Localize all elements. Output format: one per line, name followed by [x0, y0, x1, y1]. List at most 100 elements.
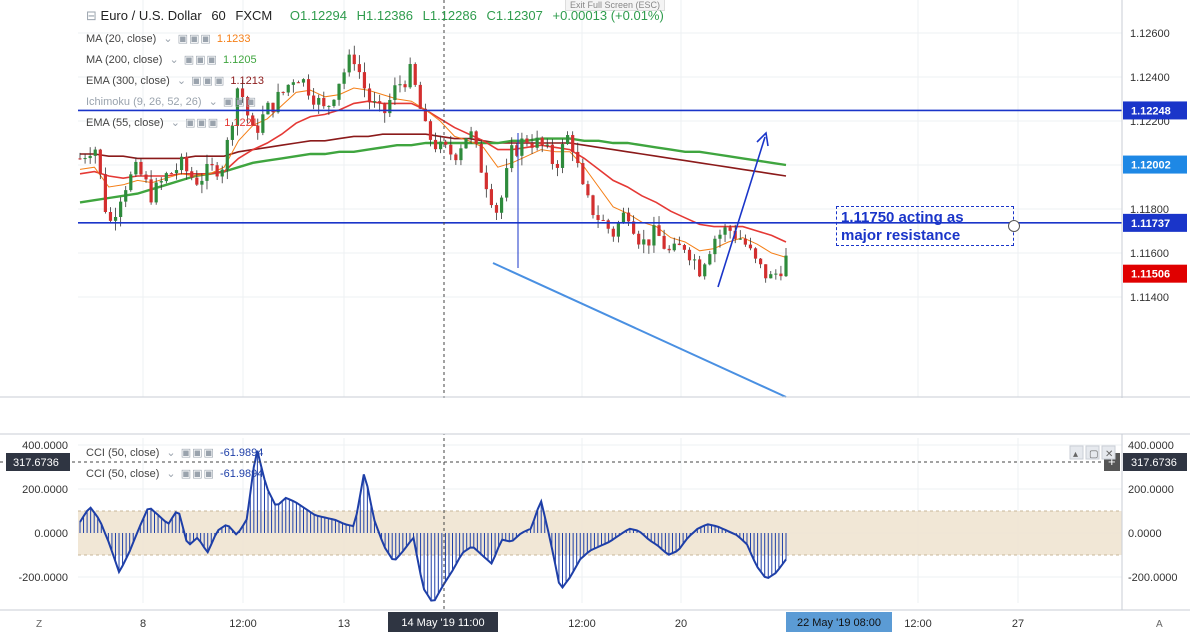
cci-line — [79, 450, 787, 602]
cci-tick-label-left: 200.0000 — [22, 484, 68, 496]
candle-body — [352, 54, 356, 65]
candle-body — [383, 103, 387, 114]
indicator-controls-icon[interactable]: ⌄ ▣▣▣ — [166, 447, 215, 459]
candle-body — [378, 101, 382, 104]
indicator-controls-icon[interactable]: ⌄ ▣▣▣ — [208, 96, 258, 108]
candle-body — [418, 84, 422, 109]
crosshair-cci-right: 317.6736 — [1131, 457, 1177, 469]
candle-body — [220, 169, 224, 177]
candle-body — [83, 158, 87, 160]
annotation-line-1: 1.11750 acting as — [841, 209, 964, 226]
candle-body — [342, 72, 346, 84]
price-badge-upper-bg — [1123, 101, 1187, 120]
indicator-controls-icon[interactable]: ⌄ ▣▣▣ — [170, 117, 220, 129]
scroll-time-label: 22 May '19 08:00 — [797, 617, 881, 629]
indicator-label[interactable]: MA (200, close) — [86, 54, 163, 66]
indicator-label[interactable]: EMA (55, close) — [86, 117, 164, 129]
exit-fullscreen-hint[interactable]: Exit Full Screen (ESC) — [565, 0, 666, 11]
candle-body — [738, 238, 742, 240]
indicator-label[interactable]: MA (20, close) — [86, 33, 157, 45]
candle-body — [428, 121, 433, 140]
indicator-controls-icon[interactable]: ⌄ ▣▣▣ — [166, 468, 215, 480]
ema55-line — [79, 100, 787, 243]
candles — [78, 45, 788, 283]
candle-body — [560, 144, 565, 168]
candle-body — [103, 174, 107, 212]
cci-tick-label-left: -200.0000 — [18, 572, 68, 584]
price-badge-upper: 1.12248 — [1131, 105, 1171, 117]
candle-body — [753, 248, 758, 259]
candle-body — [525, 138, 529, 144]
candle-body — [698, 259, 702, 277]
interval[interactable]: 60 — [211, 8, 226, 23]
legend-ichimoku[interactable]: Ichimoku (9, 26, 52, 26) ⌄ ▣▣▣ — [86, 95, 257, 108]
legend-ema55[interactable]: EMA (55, close) ⌄ ▣▣▣ 1.1221 — [86, 116, 258, 129]
indicator-value: 1.1233 — [216, 33, 251, 45]
price-badge-last: 1.11506 — [1131, 269, 1170, 281]
candle-body — [408, 64, 412, 88]
candle-body — [185, 156, 189, 172]
indicator-controls-icon[interactable]: ⌄ ▣▣▣ — [176, 75, 226, 87]
legend-cci-1[interactable]: CCI (50, close) ⌄ ▣▣▣ -61.9894 — [86, 446, 263, 459]
candle-body — [159, 181, 163, 183]
candle-body — [657, 225, 661, 236]
annotation-handle[interactable] — [1008, 220, 1020, 232]
time-tick-label: 13 — [338, 618, 350, 630]
moving-averages — [79, 87, 787, 258]
candle-body — [398, 84, 402, 86]
candle-body — [423, 108, 427, 122]
indicator-label[interactable]: CCI (50, close) — [86, 468, 160, 480]
cci-series — [79, 450, 787, 602]
candle-body — [642, 239, 646, 245]
price-badge-ma200-bg — [1123, 155, 1187, 174]
indicator-label[interactable]: EMA (300, close) — [86, 75, 170, 87]
legend-ma200[interactable]: MA (200, close) ⌄ ▣▣▣ 1.1205 — [86, 53, 257, 66]
collapse-icon[interactable]: ⊟ — [86, 8, 97, 23]
candle-body — [251, 115, 255, 126]
candle-body — [235, 88, 240, 126]
candle-body — [764, 264, 768, 279]
candle-body — [530, 143, 534, 148]
candle-body — [692, 259, 697, 261]
candle-body — [281, 91, 285, 93]
candle-body — [494, 205, 499, 213]
legend-ma20[interactable]: MA (20, close) ⌄ ▣▣▣ 1.1233 — [86, 32, 251, 45]
pane-control-icon: ▢ — [1089, 449, 1098, 460]
indicator-value: 1.1213 — [230, 75, 264, 87]
indicator-label[interactable]: CCI (50, close) — [86, 447, 160, 459]
candle-body — [555, 163, 560, 168]
candle-body — [703, 264, 707, 277]
projection-arrow-head — [756, 131, 769, 147]
candle-body — [591, 195, 595, 216]
legend-cci-2[interactable]: CCI (50, close) ⌄ ▣▣▣ -61.9894 — [86, 467, 263, 480]
indicator-controls-icon[interactable]: ⌄ ▣▣▣ — [169, 54, 218, 66]
candle-body — [454, 154, 458, 161]
ohlc-close: C1.12307 — [486, 8, 543, 23]
candle-body — [774, 273, 778, 275]
drawings[interactable] — [0, 0, 1122, 610]
ma20-line — [79, 87, 787, 258]
cci-tick-label-left: 0.0000 — [34, 528, 68, 540]
candle-body — [505, 168, 509, 198]
candle-body — [637, 233, 641, 245]
candle-body — [367, 88, 372, 103]
candle-body — [225, 139, 229, 170]
scroll-time-bg — [786, 612, 892, 632]
candle-body — [647, 239, 651, 246]
indicator-controls-icon[interactable]: ⌄ ▣▣▣ — [163, 33, 212, 45]
indicator-label[interactable]: Ichimoku (9, 26, 52, 26) — [86, 96, 202, 108]
legend-ema300[interactable]: EMA (300, close) ⌄ ▣▣▣ 1.1213 — [86, 74, 264, 87]
candle-body — [93, 149, 97, 156]
symbol-name[interactable]: Euro / U.S. Dollar — [100, 8, 202, 23]
candle-body — [174, 170, 179, 174]
resistance-annotation[interactable]: 1.11750 acting as major resistance — [836, 206, 1014, 246]
cci-tick-label-left: 400.0000 — [22, 440, 68, 452]
candle-body — [413, 64, 417, 85]
candle-body — [632, 221, 636, 234]
candle-body — [606, 220, 610, 229]
candle-body — [296, 82, 301, 84]
candle-body — [784, 255, 788, 277]
candle-body — [759, 258, 763, 265]
